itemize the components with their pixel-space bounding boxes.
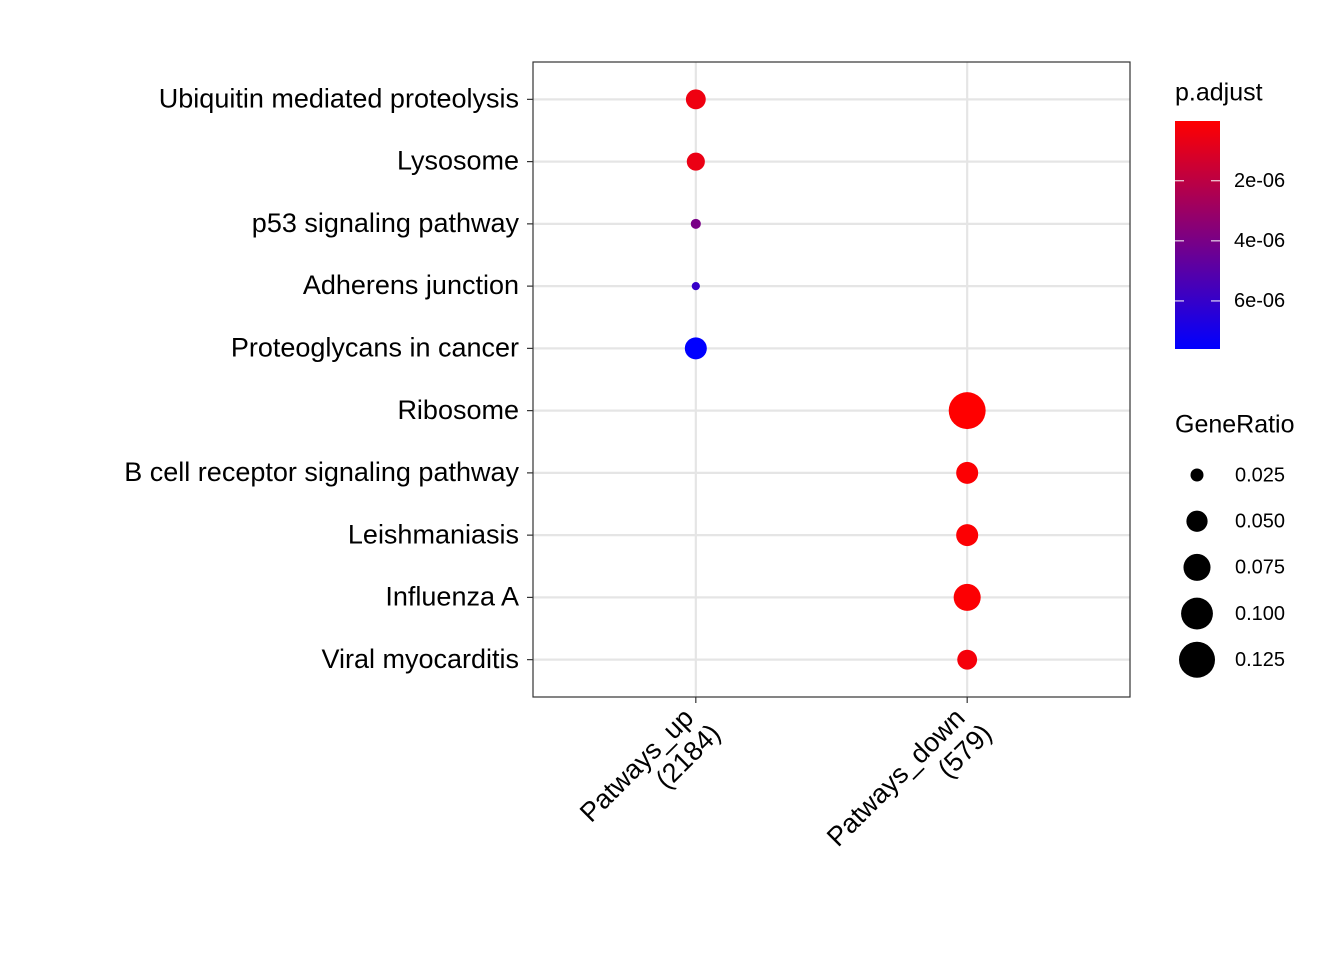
y-tick-label: Leishmaniasis — [348, 519, 519, 549]
dot — [957, 649, 978, 670]
dot — [685, 89, 706, 110]
y-tick-label: B cell receptor signaling pathway — [124, 457, 519, 487]
y-tick-label: Ribosome — [397, 395, 519, 425]
dot — [953, 583, 981, 611]
dot — [690, 218, 701, 229]
dot — [684, 337, 707, 360]
x-tick-label: Patways_up(2184) — [574, 703, 726, 828]
size-tick-label: 0.100 — [1235, 603, 1285, 625]
color-tick-label: 4e-06 — [1234, 230, 1285, 252]
panel-background — [533, 62, 1130, 697]
dot — [956, 461, 979, 484]
size-key — [1190, 468, 1204, 482]
size-legend-title: GeneRatio — [1175, 411, 1295, 439]
dot — [956, 524, 979, 547]
size-key — [1179, 641, 1215, 678]
panel-border — [532, 61, 1131, 698]
size-tick-label: 0.075 — [1235, 557, 1285, 579]
y-tick-label: Ubiquitin mediated proteolysis — [159, 83, 519, 113]
y-tick-label: Viral myocarditis — [321, 644, 519, 674]
y-tick-label: Proteoglycans in cancer — [231, 332, 519, 362]
color-bar — [1175, 121, 1220, 349]
color-tick-label: 6e-06 — [1234, 290, 1285, 312]
size-key — [1186, 510, 1208, 532]
size-key — [1183, 553, 1211, 581]
y-tick-label: Adherens junction — [303, 270, 519, 300]
legend: p.adjust GeneRatio 2e-06 4e-06 6e-06 0.025 0… — [1175, 79, 1295, 678]
size-tick-label: 0.050 — [1235, 510, 1285, 532]
x-tick-label: Patways_down(579) — [821, 703, 998, 853]
dot — [691, 282, 700, 291]
color-legend-title: p.adjust — [1175, 79, 1263, 107]
marks — [684, 89, 986, 670]
size-tick-label: 0.125 — [1235, 649, 1285, 671]
size-key — [1181, 597, 1213, 630]
y-tick-label: p53 signaling pathway — [252, 208, 520, 238]
y-tick-label: Lysosome — [397, 146, 519, 176]
dot — [948, 392, 986, 430]
y-tick-label: Influenza A — [385, 582, 519, 612]
color-tick-label: 2e-06 — [1234, 170, 1285, 192]
size-tick-label: 0.025 — [1235, 464, 1285, 486]
dot — [686, 152, 705, 171]
